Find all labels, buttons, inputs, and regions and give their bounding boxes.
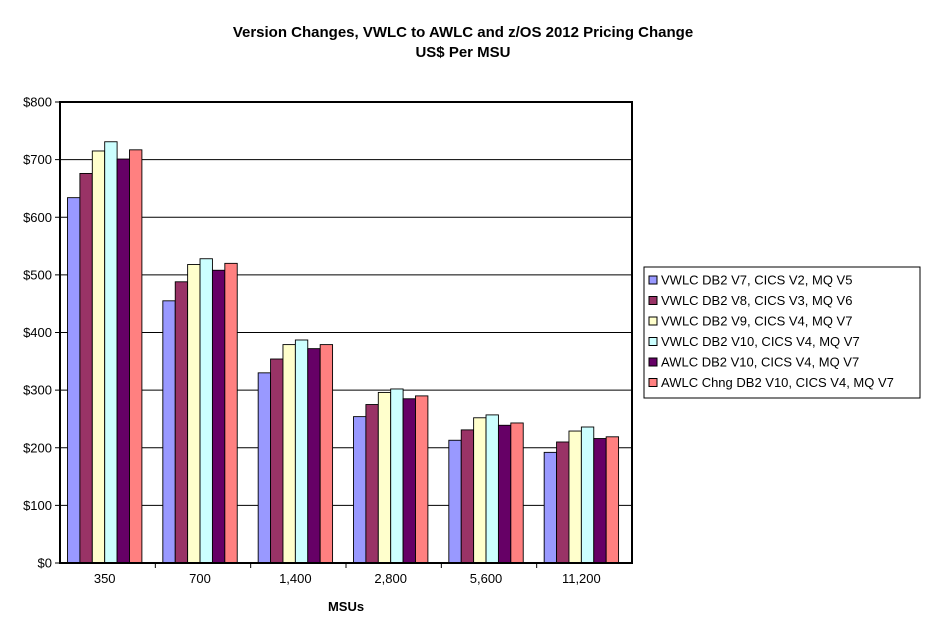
y-tick-label: $500	[23, 267, 52, 282]
bar	[402, 398, 416, 564]
bar	[307, 348, 321, 564]
bar	[199, 258, 213, 564]
x-axis-title: MSUs	[328, 599, 364, 614]
bar	[497, 424, 512, 564]
bar	[605, 436, 620, 564]
bar	[568, 430, 582, 564]
bar	[448, 439, 462, 564]
legend-box	[643, 266, 921, 399]
bar	[543, 451, 558, 564]
legend: VWLC DB2 V7, CICS V2, MQ V5 VWLC DB2 V8, …	[643, 266, 921, 399]
x-tick-label: 2,800	[374, 571, 407, 586]
legend-label: VWLC DB2 V7, CICS V2, MQ V5	[661, 273, 852, 288]
x-tick-label: 11,200	[562, 571, 601, 586]
bar	[211, 269, 226, 564]
bar	[174, 281, 189, 564]
bar	[187, 264, 201, 564]
gridlines	[60, 159, 632, 506]
bars-group	[67, 141, 620, 564]
x-tick-label: 5,600	[470, 571, 503, 586]
bar	[257, 372, 272, 564]
bar	[485, 414, 499, 564]
legend-swatch	[648, 296, 658, 305]
bar	[593, 438, 607, 564]
y-tick-label: $100	[23, 498, 52, 513]
bar	[270, 358, 284, 564]
legend-label: VWLC DB2 V10, CICS V4, MQ V7	[661, 334, 860, 349]
bar	[390, 388, 404, 564]
chart-subtitle: US$ Per MSU	[415, 44, 510, 61]
bar	[460, 429, 475, 564]
y-tick-label: $0	[38, 556, 52, 571]
bar	[79, 172, 93, 564]
y-tick-label: $600	[23, 210, 52, 225]
y-tick-label: $400	[23, 325, 52, 340]
bar	[104, 141, 118, 564]
chart-title: Version Changes, VWLC to AWLC and z/OS 2…	[233, 24, 693, 41]
y-tick-label: $300	[23, 383, 52, 398]
x-axis-ticks: 350 700 1,400 2,800 5,600 11,200	[94, 563, 601, 586]
legend-swatch	[648, 275, 658, 285]
legend-swatch	[648, 357, 658, 367]
bar	[580, 426, 595, 564]
bar	[415, 395, 429, 564]
bar	[224, 262, 238, 564]
x-tick-label: 350	[94, 571, 116, 586]
bar	[129, 149, 143, 564]
legend-label: AWLC Chng DB2 V10, CICS V4, MQ V7	[661, 375, 894, 390]
bar	[91, 150, 106, 564]
legend-swatch	[648, 378, 658, 387]
legend-label: AWLC DB2 V10, CICS V4, MQ V7	[661, 355, 859, 370]
bar	[116, 158, 130, 564]
y-tick-label: $200	[23, 440, 52, 455]
bar	[67, 197, 81, 564]
bar	[510, 422, 524, 564]
bar	[282, 344, 296, 564]
bar	[473, 417, 487, 564]
y-tick-label: $800	[23, 95, 52, 110]
y-tick-label: $700	[23, 152, 52, 167]
x-tick-label: 1,400	[279, 571, 312, 586]
bar	[365, 404, 379, 564]
legend-label: VWLC DB2 V8, CICS V3, MQ V6	[661, 293, 852, 308]
bar	[353, 416, 367, 564]
bar	[377, 391, 392, 564]
bar	[319, 344, 334, 564]
bar	[162, 300, 176, 564]
bar	[556, 441, 570, 564]
legend-swatch	[648, 337, 658, 346]
legend-swatch	[648, 316, 658, 326]
bar	[294, 339, 309, 564]
y-axis-ticks: $0 $100 $200 $300 $400 $500 $600 $700 $800	[23, 95, 60, 571]
x-tick-label: 700	[189, 571, 211, 586]
legend-label: VWLC DB2 V9, CICS V4, MQ V7	[661, 314, 852, 329]
